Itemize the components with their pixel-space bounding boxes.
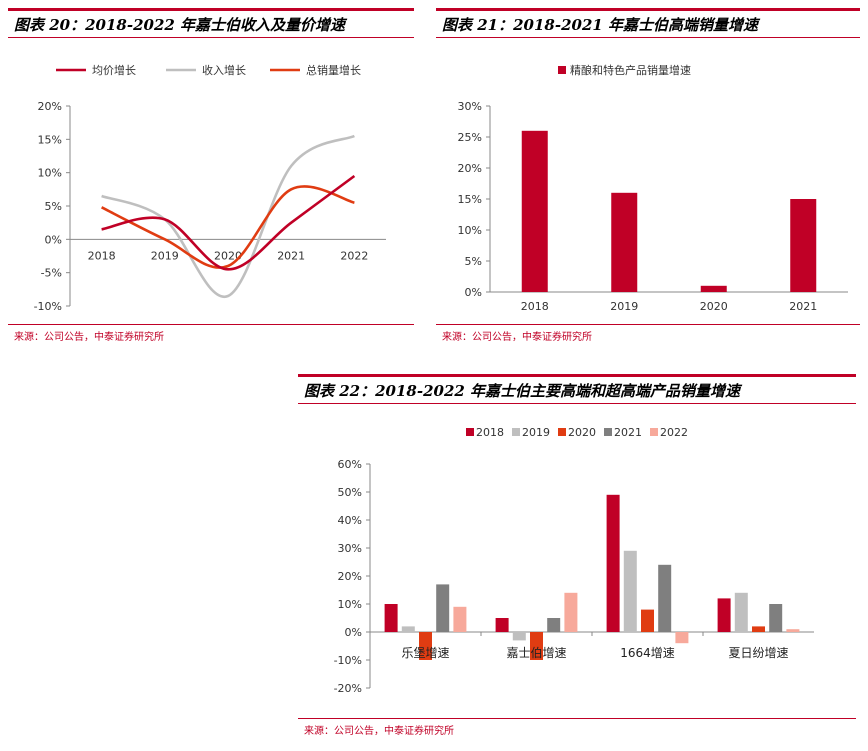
legend-swatch [558, 428, 566, 436]
bar [521, 130, 548, 292]
figure-20-source: 来源：公司公告，中泰证券研究所 [8, 324, 414, 343]
legend-label: 均价增长 [92, 63, 136, 77]
series-line-2 [101, 134, 355, 298]
series-line-1 [101, 174, 356, 271]
legend-label: 2018 [476, 426, 504, 439]
bar [453, 606, 467, 632]
y-tick-label: 20% [38, 100, 62, 113]
x-tick-label: 2022 [340, 249, 368, 262]
x-tick-label: 2020 [700, 300, 728, 313]
y-tick-label: 10% [458, 224, 482, 237]
x-tick-label: 2019 [151, 249, 179, 262]
y-tick-label: 0% [45, 233, 62, 246]
figure-22-title: 图表 22：2018-2022 年嘉士伯主要高端和超高端产品销量增速 [298, 374, 856, 404]
bar [675, 632, 689, 644]
bar [734, 592, 748, 632]
legend-label: 收入增长 [202, 63, 246, 77]
bar [495, 618, 509, 632]
bar [786, 629, 800, 632]
x-tick-label: 2020 [214, 249, 242, 262]
figure-21-bar-chart: 30% 25% 20% 15% 10% 5% 0% 2018 2019 2020 2021 精酿和特色… [458, 63, 848, 313]
figure-20-title: 图表 20：2018-2022 年嘉士伯收入及量价增速 [8, 8, 414, 38]
y-tick-label: 5% [45, 200, 62, 213]
y-tick-label: 40% [338, 514, 362, 527]
bar [623, 550, 637, 632]
legend-label: 2022 [660, 426, 688, 439]
y-tick-label: 60% [338, 458, 362, 471]
y-tick-label: 30% [458, 100, 482, 113]
x-tick-label: 2021 [277, 249, 305, 262]
y-tick-label: 0% [345, 626, 362, 639]
legend-swatch [604, 428, 612, 436]
legend-swatch [466, 428, 474, 436]
legend-swatch [512, 428, 520, 436]
x-tick-label: 夏日纷增速 [728, 646, 788, 660]
figure-22-bar-chart: 60% 50% 40% 30% 20% 10% 0% -10% -20% 乐堡增速 嘉士伯增速 166… [334, 426, 814, 695]
y-tick-label: 10% [38, 167, 62, 180]
bar [436, 584, 450, 632]
x-tick-label: 嘉士伯增速 [506, 645, 566, 660]
x-tick-label: 2018 [521, 300, 549, 313]
x-tick-label: 乐堡增速 [401, 645, 449, 660]
bar [769, 604, 783, 632]
y-tick-label: 50% [338, 486, 362, 499]
y-tick-label: -10% [34, 300, 62, 313]
legend-swatch [558, 66, 566, 74]
bar [700, 285, 727, 292]
y-tick-label: 20% [458, 162, 482, 175]
y-tick-label: -10% [334, 654, 362, 667]
figure-20-panel: 图表 20：2018-2022 年嘉士伯收入及量价增速 20% 15% 10% 5% 0… [8, 8, 414, 344]
y-tick-label: 15% [38, 133, 62, 146]
bar [512, 632, 526, 641]
y-tick-label: -20% [334, 682, 362, 695]
y-tick-label: 25% [458, 131, 482, 144]
y-tick-label: 0% [465, 286, 482, 299]
legend-label: 2019 [522, 426, 550, 439]
y-tick-label: 10% [338, 598, 362, 611]
bar [547, 618, 561, 632]
figure-20-line-chart: 20% 15% 10% 5% 0% -5% -10% 2018 2019 2020 2021 2022… [34, 63, 386, 313]
bar [564, 592, 578, 632]
bar [530, 632, 543, 660]
y-tick-label: 20% [338, 570, 362, 583]
legend-label: 精酿和特色产品销量增速 [570, 63, 691, 77]
figure-21-title: 图表 21：2018-2021 年嘉士伯高端销量增速 [436, 8, 860, 38]
bar [658, 564, 672, 632]
y-tick-label: -5% [41, 267, 62, 280]
y-tick-label: 5% [465, 255, 482, 268]
bar [641, 609, 654, 632]
bar [752, 626, 765, 632]
bar [790, 199, 817, 292]
x-tick-label: 2018 [88, 249, 116, 262]
x-tick-label: 1664增速 [620, 646, 675, 660]
figure-21-source: 来源：公司公告，中泰证券研究所 [436, 324, 860, 343]
x-tick-label: 2021 [789, 300, 817, 313]
legend-label: 2021 [614, 426, 642, 439]
legend-label: 总销量增长 [306, 63, 361, 77]
y-tick-label: 15% [458, 193, 482, 206]
bar [606, 494, 620, 632]
bar [717, 598, 731, 632]
bar [611, 192, 638, 292]
figure-22-panel: 图表 22：2018-2022 年嘉士伯主要高端和超高端产品销量增速 60% 50… [298, 374, 856, 746]
figure-21-panel: 图表 21：2018-2021 年嘉士伯高端销量增速 30% 25% 20% 15% 1… [436, 8, 860, 344]
bar [419, 632, 432, 660]
y-tick-label: 30% [338, 542, 362, 555]
legend-label: 2020 [568, 426, 596, 439]
bar [401, 626, 415, 632]
legend-swatch [650, 428, 658, 436]
x-tick-label: 2019 [610, 300, 638, 313]
series-line-3 [101, 185, 355, 269]
bar [384, 604, 398, 632]
figure-22-source: 来源：公司公告，中泰证券研究所 [298, 718, 856, 737]
